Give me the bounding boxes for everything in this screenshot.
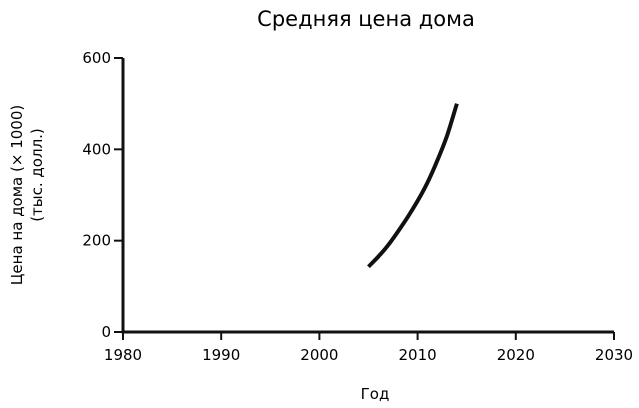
x-axis-label: Год [361,385,390,403]
y-axis-label-line-1: Цена на дома (× 1000) [8,105,26,285]
x-tick-label: 2000 [300,346,338,364]
x-tick-label: 1990 [202,346,240,364]
y-tick-label: 0 [101,323,111,341]
y-axis-label: Цена на дома (× 1000) (тыс. долл.) [8,105,46,285]
x-tick-label: 2010 [399,346,437,364]
y-ticks: 0 200 400 600 [82,49,123,341]
chart-title: Средняя цена дома [257,7,475,31]
x-tick-label: 2020 [497,346,535,364]
series-line-0 [367,103,459,269]
x-ticks: 1980 1990 2000 2010 2020 2030 [104,332,633,364]
x-tick-label: 1980 [104,346,142,364]
y-tick-label: 600 [82,49,111,67]
x-tick-label: 2030 [595,346,633,364]
series-layer [367,103,459,269]
y-tick-label: 400 [82,140,111,158]
y-tick-label: 200 [82,232,111,250]
y-axis-label-line-2: (тыс. долл.) [28,128,46,222]
